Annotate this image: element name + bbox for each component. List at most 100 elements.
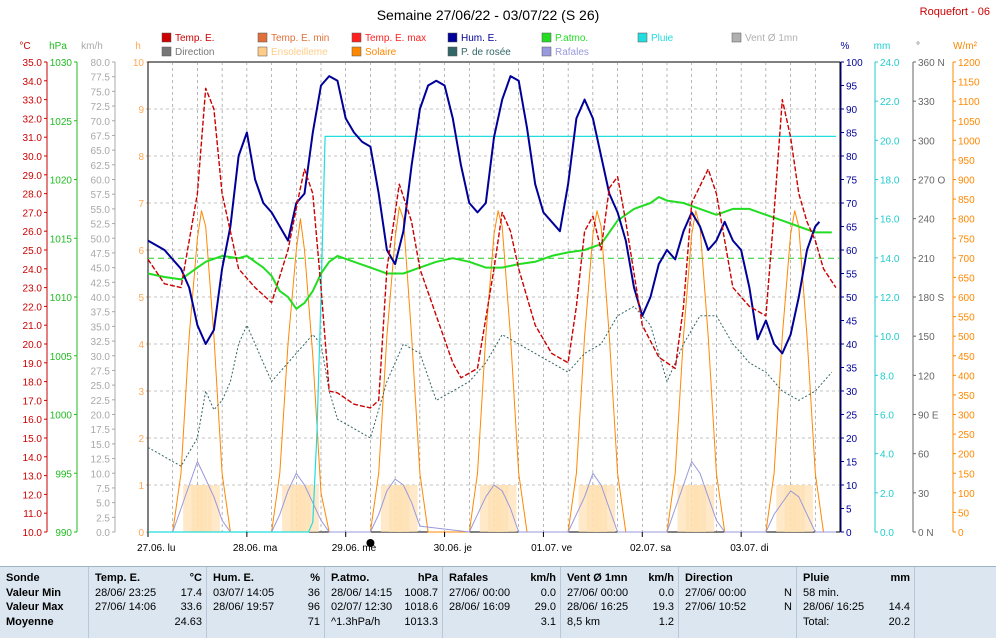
dir-tick-label: 270 O <box>918 176 945 187</box>
col-title: Sonde <box>6 572 40 584</box>
legend-label: Temp. E. min <box>271 33 329 44</box>
row-label-max: Valeur Max <box>6 601 64 613</box>
solar-tick-label: 0 <box>958 528 964 539</box>
temp-tick-label: 19.0 <box>23 359 43 370</box>
hum-tick-label: 30 <box>846 387 858 398</box>
wind-tick-label: 77.5 <box>91 73 111 84</box>
hum-tick-label: 25 <box>846 411 858 422</box>
dir-tick-label: 30 <box>918 489 930 500</box>
solar-tick-label: 650 <box>958 273 975 284</box>
avg-note: Total: <box>803 615 830 628</box>
solar-tick-label: 150 <box>958 469 975 480</box>
series-line-p-atmo- <box>147 196 832 310</box>
press-tick-label: 995 <box>55 469 72 480</box>
max-value: 96 <box>307 601 320 613</box>
hum-tick-label: 10 <box>846 481 858 492</box>
x-tick-label: 27.06. lu <box>137 543 175 554</box>
legend-swatch <box>541 32 552 43</box>
solar-tick-label: 1200 <box>958 58 981 69</box>
temp-tick-label: 13.0 <box>23 472 43 483</box>
rain-tick-label: 20.0 <box>880 136 900 147</box>
solar-tick-label: 1000 <box>958 136 981 147</box>
moon-icon <box>366 539 375 547</box>
hum-tick-label: 35 <box>846 364 858 375</box>
solar-tick-label: 200 <box>958 450 975 461</box>
max-value: 33.6 <box>180 601 202 613</box>
avg-value: 3.1 <box>540 615 556 628</box>
col-unit: km/h <box>648 572 674 584</box>
wind-tick-label: 57.5 <box>91 190 111 201</box>
temp-tick-label: 27.0 <box>23 208 43 219</box>
solar-tick-label: 750 <box>958 234 975 245</box>
summary-col-temp: Temp. E. °C 28/06/ 23:25 17.4 27/06/ 14:06… <box>88 567 206 638</box>
sunshine-bar <box>702 485 715 532</box>
solar-tick-label: 100 <box>958 489 975 500</box>
sunshine-bar <box>306 485 319 532</box>
rain-tick-label: 6.0 <box>880 411 894 422</box>
rain-tick-label: 12.0 <box>880 293 900 304</box>
press-tick-label: 1010 <box>50 293 73 304</box>
min-time: 28/06/ 23:25 <box>95 586 157 599</box>
min-time: 28/06/ 14:15 <box>331 586 393 599</box>
solar-tick-label: 50 <box>958 508 970 519</box>
press-tick-label: 1025 <box>50 117 73 128</box>
wind-axis-unit: km/h <box>81 41 103 52</box>
legend-swatch <box>161 32 172 43</box>
dir-tick-label: 180 S <box>918 293 944 304</box>
temp-tick-label: 23.0 <box>23 284 43 295</box>
rain-tick-label: 4.0 <box>880 450 894 461</box>
wind-tick-label: 72.5 <box>91 102 111 113</box>
legend-swatch <box>541 46 552 57</box>
temp-tick-label: 30.0 <box>23 152 43 163</box>
wind-tick-label: 10.0 <box>91 469 111 480</box>
solar-tick-label: 900 <box>958 176 975 187</box>
x-tick-label: 28.06. ma <box>233 543 278 554</box>
wind-tick-label: 22.5 <box>91 396 111 407</box>
chart-title: Semaine 27/06/22 - 03/07/22 (S 26) <box>377 7 600 23</box>
right-axes: %100959085807570656055504540353025201510… <box>840 41 981 539</box>
temp-tick-label: 14.0 <box>23 453 43 464</box>
solar-tick-label: 550 <box>958 313 975 324</box>
series-line-pluie <box>148 135 836 533</box>
legend-label: Temp. E. max <box>365 33 426 44</box>
temp-tick-label: 32.0 <box>23 114 43 125</box>
hum-tick-label: 40 <box>846 340 858 351</box>
sun-tick-label: 1 <box>138 481 144 492</box>
wind-tick-label: 17.5 <box>91 425 111 436</box>
avg-note: ^1.3hPa/h <box>331 615 381 628</box>
temp-tick-label: 22.0 <box>23 302 43 313</box>
legend-swatch <box>447 46 458 57</box>
rain-tick-label: 10.0 <box>880 332 900 343</box>
hum-axis-unit: % <box>841 41 850 52</box>
max-time: 27/06/ 14:06 <box>95 601 157 613</box>
rain-tick-label: 2.0 <box>880 489 894 500</box>
col-title: Temp. E. <box>95 572 141 584</box>
rain-tick-label: 18.0 <box>880 176 900 187</box>
sunshine-bar <box>405 485 418 532</box>
sun-tick-label: 3 <box>138 387 144 398</box>
legend-label: Solaire <box>365 47 397 58</box>
dir-tick-label: 330 <box>918 97 935 108</box>
press-axis-unit: hPa <box>49 41 67 52</box>
temp-tick-label: 12.0 <box>23 490 43 501</box>
solar-tick-label: 1150 <box>958 78 980 89</box>
solar-axis-unit: W/m² <box>953 41 978 52</box>
hum-tick-label: 60 <box>846 246 858 257</box>
dir-tick-label: 90 E <box>918 411 939 422</box>
hum-tick-label: 100 <box>846 58 863 69</box>
hum-tick-label: 75 <box>846 176 858 187</box>
wind-tick-label: 75.0 <box>91 87 111 98</box>
wind-tick-label: 67.5 <box>91 131 111 142</box>
min-value: 0.0 <box>540 586 556 599</box>
press-tick-label: 1015 <box>50 234 73 245</box>
legend-swatch <box>351 32 362 43</box>
series-layer <box>147 75 840 533</box>
legend-label: Hum. E. <box>461 33 497 44</box>
avg-value: 1.2 <box>658 615 674 628</box>
solar-tick-label: 950 <box>958 156 975 167</box>
max-value: 19.3 <box>652 601 674 613</box>
x-tick-label: 03.07. di <box>730 543 768 554</box>
temp-tick-label: 34.0 <box>23 77 43 88</box>
wind-tick-label: 70.0 <box>91 117 111 128</box>
solar-tick-label: 300 <box>958 411 975 422</box>
